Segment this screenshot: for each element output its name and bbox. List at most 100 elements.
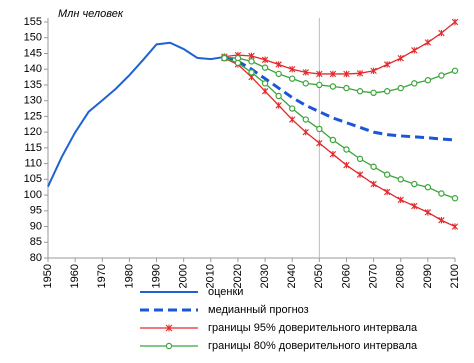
- x-tick-label: 2080: [395, 264, 407, 288]
- y-tick-label: 155: [24, 16, 42, 28]
- point-marker: [221, 54, 228, 62]
- point-marker: [397, 54, 404, 62]
- point-marker: [261, 56, 269, 63]
- y-axis-label: Млн человек: [58, 8, 124, 20]
- x-tick-label: 1990: [150, 264, 162, 288]
- x-tick-label: 2020: [232, 264, 244, 288]
- x-tick-label: 2060: [340, 264, 352, 288]
- point-marker: [451, 18, 459, 26]
- y-tick-label: 135: [24, 79, 42, 91]
- point-marker: [275, 70, 282, 78]
- point-marker: [329, 136, 337, 144]
- point-marker: [411, 180, 418, 188]
- x-tick-label: 1960: [69, 264, 81, 288]
- point-marker: [343, 146, 350, 153]
- point-marker: [397, 84, 404, 92]
- series-line: [224, 57, 456, 199]
- series-line: [223, 55, 456, 142]
- point-marker: [424, 39, 432, 46]
- point-marker: [397, 196, 404, 203]
- x-tick-label: 2000: [178, 264, 190, 288]
- y-tick-label: 130: [24, 95, 42, 107]
- y-tick-label: 150: [24, 32, 42, 44]
- point-marker: [438, 29, 445, 37]
- point-marker: [275, 61, 282, 68]
- point-marker: [438, 217, 445, 224]
- point-marker: [289, 116, 296, 123]
- y-tick-label: 120: [24, 126, 42, 138]
- legend-marker: [165, 342, 173, 350]
- point-marker: [383, 171, 391, 178]
- point-marker: [424, 183, 432, 191]
- x-tick-label: 1950: [42, 264, 54, 288]
- x-tick-label: 1980: [123, 264, 135, 288]
- point-marker: [329, 83, 337, 90]
- point-marker: [343, 161, 350, 169]
- x-tick-label: 2050: [313, 264, 325, 288]
- point-marker: [302, 69, 309, 76]
- point-marker: [383, 88, 391, 95]
- point-marker: [451, 223, 459, 230]
- point-marker: [370, 67, 377, 74]
- x-tick-label: 2040: [286, 264, 298, 288]
- point-marker: [302, 128, 309, 136]
- point-marker: [248, 58, 255, 65]
- point-marker: [424, 209, 432, 216]
- point-marker: [424, 77, 432, 84]
- series-line: [47, 41, 225, 187]
- y-tick-label: 95: [30, 205, 42, 217]
- legend-label: границы 95% доверительного интервала: [208, 322, 418, 334]
- y-tick-label: 125: [24, 110, 42, 122]
- point-marker: [411, 47, 418, 54]
- legend-marker: [165, 324, 173, 332]
- point-marker: [289, 66, 296, 73]
- point-marker: [248, 69, 255, 76]
- point-marker: [438, 72, 445, 79]
- point-marker: [356, 88, 364, 95]
- y-tick-label: 145: [24, 47, 42, 59]
- point-marker: [316, 125, 323, 133]
- point-marker: [411, 202, 418, 210]
- point-marker: [370, 163, 377, 170]
- x-tick-label: 2100: [449, 264, 461, 288]
- point-marker: [316, 70, 323, 78]
- point-marker: [451, 195, 459, 202]
- point-marker: [289, 75, 296, 82]
- point-marker: [370, 180, 377, 188]
- series-line: [224, 56, 456, 94]
- point-marker: [383, 188, 391, 196]
- point-marker: [383, 61, 391, 68]
- point-marker: [302, 116, 309, 123]
- point-marker: [261, 80, 269, 87]
- y-tick-label: 105: [24, 173, 42, 185]
- legend-label: медианный прогноз: [208, 304, 309, 316]
- y-tick-label: 90: [30, 220, 42, 232]
- point-marker: [261, 64, 269, 71]
- point-marker: [329, 150, 337, 158]
- y-tick-label: 100: [24, 189, 42, 201]
- x-tick-label: 2090: [422, 264, 434, 288]
- point-marker: [343, 84, 350, 92]
- point-marker: [370, 89, 377, 97]
- x-tick-label: 2070: [368, 264, 380, 288]
- series-line: [224, 21, 456, 75]
- point-marker: [329, 70, 337, 78]
- y-tick-label: 85: [30, 236, 42, 248]
- point-marker: [316, 81, 323, 89]
- point-marker: [356, 70, 364, 77]
- point-marker: [411, 80, 418, 87]
- point-marker: [289, 105, 296, 112]
- legend-label: границы 80% доверительного интервала: [208, 340, 418, 352]
- point-marker: [451, 67, 459, 74]
- legend-label: оценки: [208, 286, 243, 298]
- point-marker: [397, 176, 404, 183]
- x-tick-label: 2010: [205, 264, 217, 288]
- x-tick-label: 1970: [96, 264, 108, 288]
- point-marker: [316, 139, 323, 147]
- point-marker: [356, 155, 364, 163]
- y-tick-label: 110: [24, 158, 42, 170]
- y-tick-label: 115: [24, 142, 42, 154]
- point-marker: [438, 190, 445, 197]
- point-marker: [261, 88, 269, 95]
